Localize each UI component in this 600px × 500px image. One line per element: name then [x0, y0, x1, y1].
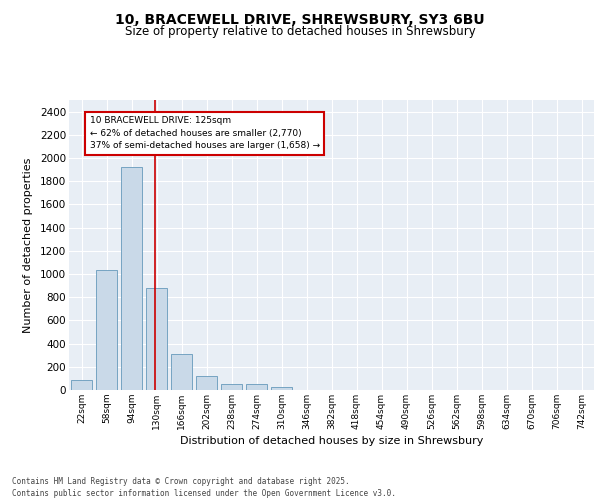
- Bar: [171, 354, 192, 390]
- Bar: [271, 387, 292, 390]
- Bar: [221, 384, 242, 390]
- X-axis label: Distribution of detached houses by size in Shrewsbury: Distribution of detached houses by size …: [180, 436, 483, 446]
- Bar: [196, 376, 217, 390]
- Bar: [121, 168, 142, 390]
- Text: Contains HM Land Registry data © Crown copyright and database right 2025.
Contai: Contains HM Land Registry data © Crown c…: [12, 476, 396, 498]
- Text: 10 BRACEWELL DRIVE: 125sqm
← 62% of detached houses are smaller (2,770)
37% of s: 10 BRACEWELL DRIVE: 125sqm ← 62% of deta…: [89, 116, 320, 150]
- Text: Size of property relative to detached houses in Shrewsbury: Size of property relative to detached ho…: [125, 25, 475, 38]
- Bar: [71, 380, 92, 390]
- Y-axis label: Number of detached properties: Number of detached properties: [23, 158, 33, 332]
- Bar: [96, 270, 117, 390]
- Bar: [246, 384, 267, 390]
- Bar: [146, 288, 167, 390]
- Text: 10, BRACEWELL DRIVE, SHREWSBURY, SY3 6BU: 10, BRACEWELL DRIVE, SHREWSBURY, SY3 6BU: [115, 12, 485, 26]
